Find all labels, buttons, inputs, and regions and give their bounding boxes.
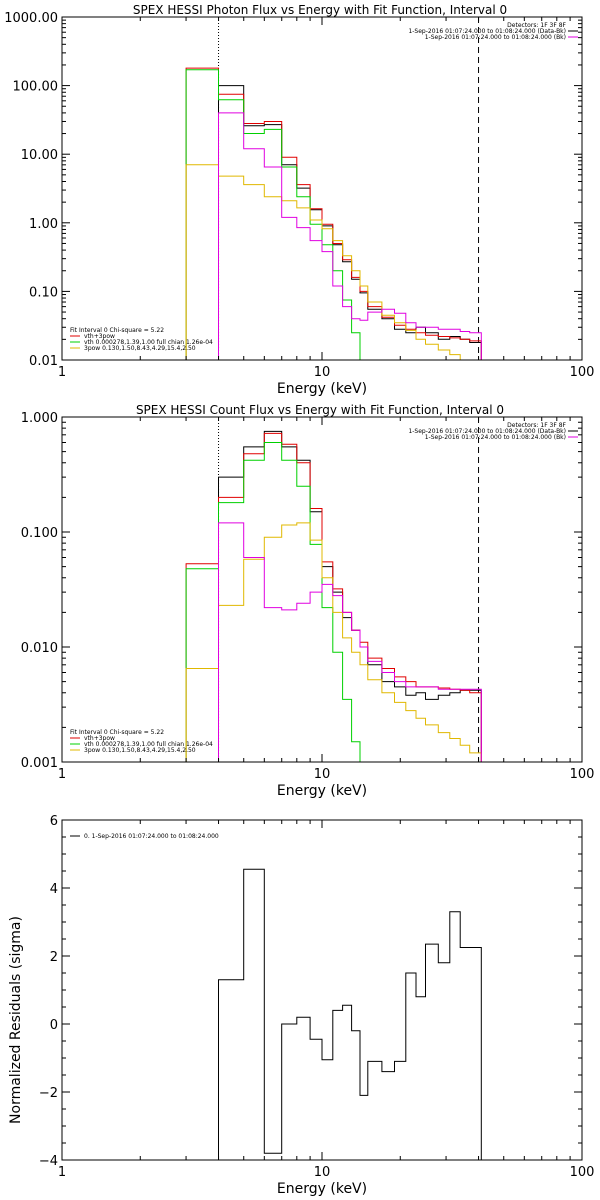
residuals-axes: 6 4 2 0 −2 −4 1 10 100 Energy (keV) Norm…: [8, 814, 594, 1197]
photon-flux-panel: SPEX HESSI Photon Flux vs Energy with Fi…: [4, 3, 594, 397]
photon-axes: 1000.00 100.00 10.00 1.00 0.10 0.01 1 10…: [4, 11, 594, 397]
series-bk-line: [218, 112, 482, 360]
series-vth-line: [185, 442, 361, 762]
residuals-ytick-label: −2: [39, 1086, 58, 1101]
photon-x-axis-label: Energy (keV): [277, 381, 367, 397]
residuals-xtick-label: 10: [314, 1165, 331, 1180]
residuals-ytick-label: 2: [50, 950, 58, 965]
count-legend-top: Detectors: 1F 3F 8F 1-Sep-2016 01:07:24.…: [408, 422, 566, 441]
residuals-legend: 0. 1-Sep-2016 01:07:24.000 to 01:08:24.0…: [84, 833, 219, 840]
residuals-plot-area: [218, 868, 482, 1160]
count-legend-3pow: 3pow 0.130,1.50,8.43,4.29,15.4,2.50: [84, 747, 196, 754]
residuals-ytick-label: 6: [50, 814, 58, 829]
count-flux-panel: SPEX HESSI Count Flux vs Energy with Fit…: [21, 403, 595, 799]
photon-ytick-label: 10.00: [21, 148, 58, 163]
count-axes: 1.000 0.100 0.010 0.001 1 10 100 Energy …: [21, 411, 595, 799]
count-legend-fit: Fit Interval 0 Chi-square = 5.22 vth+3po…: [70, 729, 213, 754]
photon-legend-chi-square: Fit Interval 0 Chi-square = 5.22: [70, 327, 164, 334]
photon-xtick-label: 100: [570, 365, 595, 380]
count-legend-detectors: Detectors: 1F 3F 8F: [507, 422, 566, 429]
residuals-ytick-label: 0: [50, 1018, 58, 1033]
residuals-ytick-label: −4: [39, 1154, 58, 1169]
series-3pow-line: [185, 522, 482, 762]
residuals-xtick-label: 100: [570, 1165, 595, 1180]
residuals-legend-interval: 0. 1-Sep-2016 01:07:24.000 to 01:08:24.0…: [84, 833, 219, 840]
residuals-xtick-label: 1: [58, 1165, 66, 1180]
photon-ytick-label: 1.00: [29, 217, 58, 232]
series-0-1-sep-2016-01-07-24-000-to-01-08-24-000-line: [218, 868, 482, 1160]
photon-legend-vth: vth 0.000278,1.39,1.00 full chian 1.26e-…: [84, 339, 213, 346]
photon-ytick-label: 1000.00: [4, 11, 58, 26]
count-plot-area: [185, 417, 482, 762]
photon-ytick-label: 0.10: [29, 285, 58, 300]
count-legend-chi-square: Fit Interval 0 Chi-square = 5.22: [70, 729, 164, 736]
count-legend-data-bk: 1-Sep-2016 01:07:24.000 to 01:08:24.000 …: [408, 428, 566, 435]
count-ytick-label: 0.100: [21, 526, 58, 541]
photon-title: SPEX HESSI Photon Flux vs Energy with Fi…: [133, 3, 507, 17]
residuals-ytick-label: 4: [50, 882, 58, 897]
series-bk-line: [218, 522, 482, 762]
photon-legend-fit: Fit Interval 0 Chi-square = 5.22 vth+3po…: [70, 327, 213, 352]
photon-xtick-label: 1: [58, 365, 66, 380]
count-ytick-label: 0.001: [21, 756, 58, 771]
photon-legend-vth-3pow: vth+3pow: [84, 333, 115, 340]
photon-ytick-label: 100.00: [13, 80, 59, 95]
photon-legend-bk: 1-Sep-2016 01:07:24.000 to 01:08:24.000 …: [425, 34, 566, 41]
count-legend-vth-3pow: vth+3pow: [84, 735, 115, 742]
count-legend-vth: vth 0.000278,1.39,1.00 full chian 1.26e-…: [84, 741, 213, 748]
count-ytick-label: 1.000: [21, 411, 58, 426]
photon-xtick-label: 10: [314, 365, 331, 380]
photon-legend-data-bk: 1-Sep-2016 01:07:24.000 to 01:08:24.000 …: [408, 28, 566, 35]
count-xtick-label: 100: [570, 767, 595, 782]
series-data-bk-line: [218, 85, 482, 360]
count-xtick-label: 10: [314, 767, 331, 782]
photon-legend-top: Detectors: 1F 3F 8F 1-Sep-2016 01:07:24.…: [408, 22, 566, 41]
count-ytick-label: 0.010: [21, 641, 58, 656]
count-xtick-label: 1: [58, 767, 66, 782]
photon-legend-3pow: 3pow 0.130,1.50,8.43,4.29,15.4,2.50: [84, 345, 196, 352]
photon-plot-area: [185, 17, 482, 361]
series-3pow-line: [185, 164, 482, 361]
residuals-x-axis-label: Energy (keV): [277, 1181, 367, 1197]
count-x-axis-label: Energy (keV): [277, 783, 367, 799]
photon-ytick-label: 0.01: [29, 354, 58, 369]
count-title: SPEX HESSI Count Flux vs Energy with Fit…: [136, 403, 504, 417]
residuals-panel: 6 4 2 0 −2 −4 1 10 100 Energy (keV) Norm…: [8, 814, 594, 1197]
photon-legend-detectors: Detectors: 1F 3F 8F: [507, 22, 566, 29]
residuals-y-axis-label: Normalized Residuals (sigma): [8, 916, 24, 1124]
count-legend-bk: 1-Sep-2016 01:07:24.000 to 01:08:24.000 …: [425, 434, 566, 441]
